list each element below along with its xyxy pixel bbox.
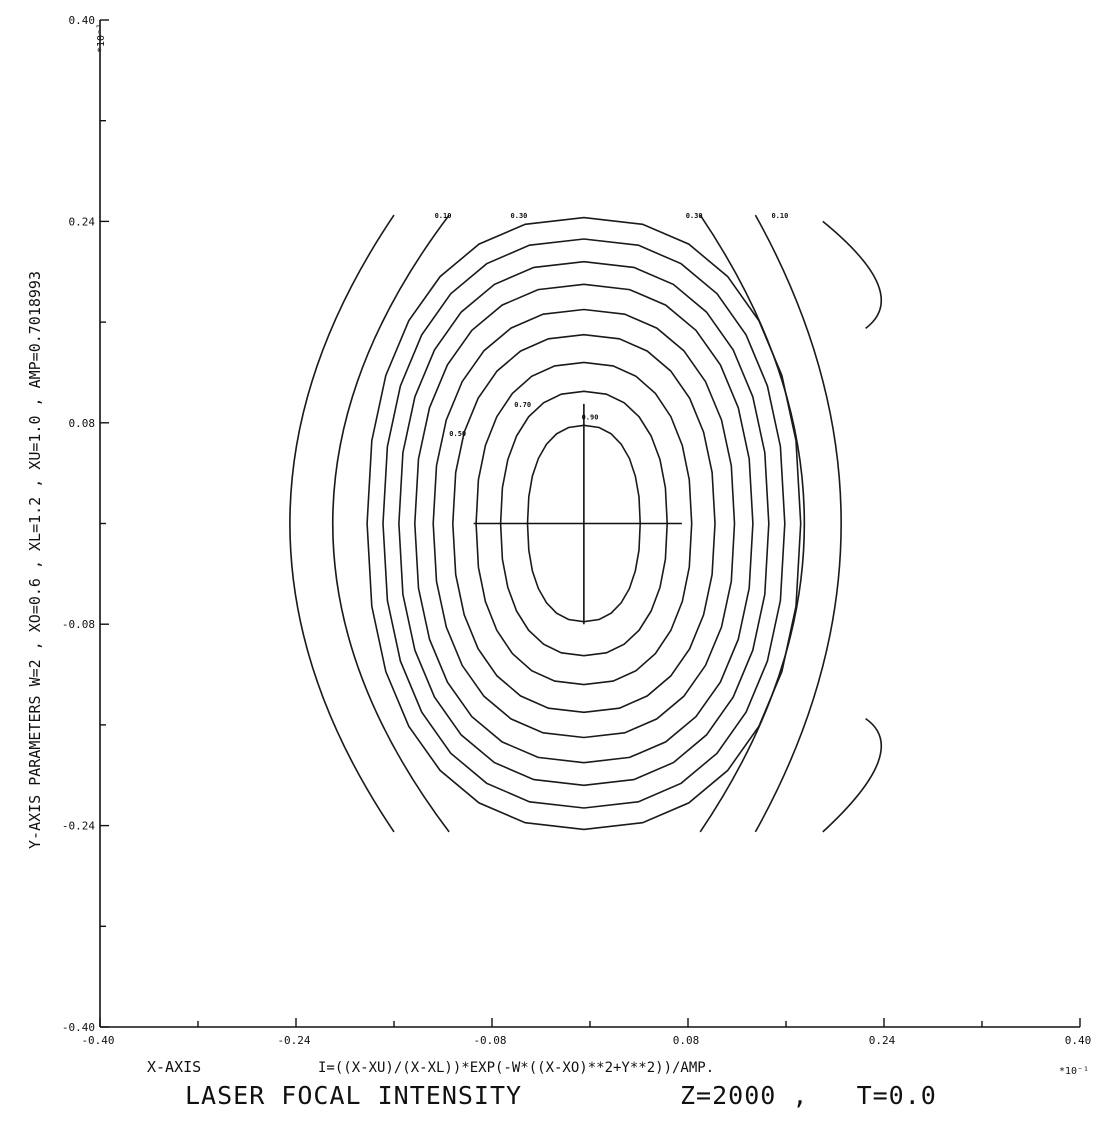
open-contour [822,717,882,833]
intensity-formula: I=((X-XU)/(X-XL))*EXP(-W*((X-XO)**2+Y**2… [318,1060,714,1076]
y-tick-label: 0.24 [69,215,96,228]
y-tick-label: -0.08 [62,618,95,631]
open-contour [699,214,806,833]
x-tick-label: -0.08 [473,1034,506,1047]
contour-labels: 0.10 0.30 0.30 0.10 0.70 0.50 0.90 [435,212,789,438]
y-tick-label: -0.40 [62,1021,95,1034]
open-contour [332,214,450,833]
x-tick-label: 0.40 [1065,1034,1092,1047]
closed-contour [398,260,770,787]
x-tick-label: 0.08 [673,1034,700,1047]
closed-contour [382,238,786,809]
x-exponent-label: *10⁻¹ [1059,1066,1089,1077]
contour-value-label: 0.90 [582,414,599,422]
x-tick-label: -0.24 [277,1034,310,1047]
y-exponent-label: *10⁻¹ [96,23,107,53]
closed-contour [451,333,716,714]
x-axis-title: X-AXIS [147,1058,201,1076]
open-contour [822,220,882,330]
contour-value-label: 0.10 [435,212,452,220]
contour-value-label: 0.30 [686,212,703,220]
axis-ticks: -0.40 -0.24 -0.08 0.08 0.24 0.40 -0.40 -0.24 -0.… [62,14,1091,1047]
chart-title: LASER FOCAL INTENSITY [185,1081,522,1110]
contour-value-label: 0.70 [514,401,531,409]
y-tick-label: -0.24 [62,820,95,833]
contour-value-label: 0.10 [771,212,788,220]
peak-crosshair [473,403,682,625]
contour-value-label: 0.50 [449,430,466,438]
closed-contour [413,283,754,764]
y-axis-title: Y-AXIS PARAMETERS W=2 , XO=0.6 , XL=1.2 … [26,271,44,849]
closed-contour [432,308,736,739]
chart-title-params: Z=2000 , T=0.0 [680,1081,937,1110]
x-tick-label: -0.40 [81,1034,114,1047]
contour-value-label: 0.30 [511,212,528,220]
y-tick-label: 0.40 [69,14,96,27]
open-contour [754,214,842,833]
y-tick-label: 0.08 [69,417,96,430]
closed-contour [366,216,802,831]
x-tick-label: 0.24 [869,1034,896,1047]
open-contour [289,214,395,833]
